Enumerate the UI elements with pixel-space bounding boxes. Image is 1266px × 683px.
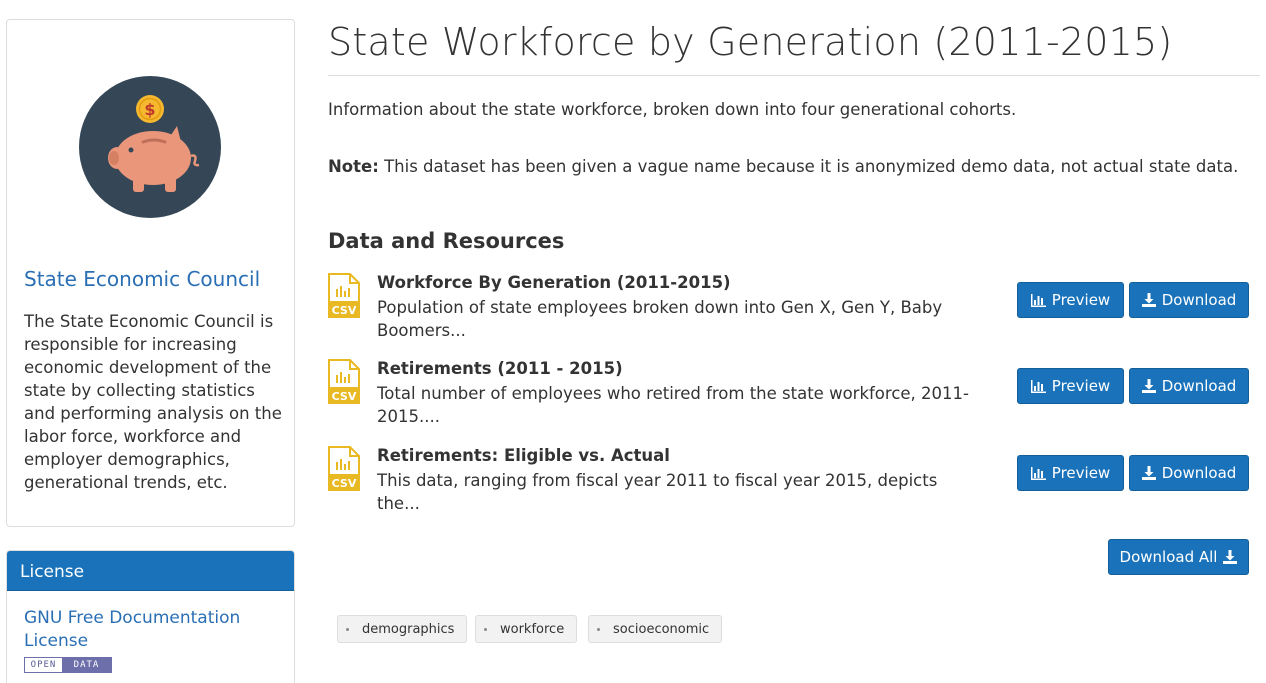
- download-icon: [1223, 550, 1238, 564]
- preview-button[interactable]: Preview: [1017, 282, 1124, 318]
- resource-title[interactable]: Retirements (2011 - 2015): [377, 359, 623, 378]
- tag-label: workforce: [500, 621, 565, 637]
- resources-heading: Data and Resources: [328, 229, 565, 253]
- resource-description: Total number of employees who retired fr…: [377, 384, 969, 426]
- bar-chart-icon: [1030, 466, 1046, 480]
- license-card: License GNU Free Documentation License O…: [6, 550, 295, 683]
- page-title: State Workforce by Generation (2011-2015…: [328, 20, 1173, 64]
- download-icon: [1141, 293, 1156, 307]
- organization-description: The State Economic Council is responsibl…: [24, 312, 282, 492]
- svg-text:$: $: [144, 100, 155, 119]
- resource-title[interactable]: Retirements: Eligible vs. Actual: [377, 446, 670, 465]
- resource-item: CSV Retirements: Eligible vs. Actual Thi…: [328, 446, 1258, 516]
- download-label: Download: [1161, 377, 1237, 395]
- open-data-badge-right: DATA: [62, 658, 111, 672]
- download-all-button[interactable]: Download All: [1108, 539, 1249, 575]
- csv-format-label: CSV: [332, 304, 357, 317]
- download-button[interactable]: Download: [1129, 368, 1249, 404]
- tag-dot-icon: [597, 628, 600, 631]
- csv-format-label: CSV: [332, 477, 357, 490]
- download-button[interactable]: Download: [1129, 455, 1249, 491]
- preview-button[interactable]: Preview: [1017, 368, 1124, 404]
- preview-label: Preview: [1051, 377, 1111, 395]
- organization-card: $ State Economic Council The State Econo…: [6, 19, 295, 527]
- dataset-note: Note: This dataset has been given a vagu…: [328, 157, 1238, 176]
- tag-socioeconomic[interactable]: socioeconomic: [588, 615, 723, 643]
- resource-description: Population of state employees broken dow…: [377, 298, 943, 340]
- bar-chart-icon: [1030, 293, 1046, 307]
- note-text: This dataset has been given a vague name…: [378, 157, 1239, 176]
- tag-dot-icon: [484, 628, 487, 631]
- preview-label: Preview: [1051, 291, 1111, 309]
- open-data-badge[interactable]: OPEN DATA: [24, 657, 112, 673]
- download-label: Download: [1161, 291, 1237, 309]
- resource-description: This data, ranging from fiscal year 2011…: [377, 471, 938, 513]
- license-link[interactable]: GNU Free Documentation License: [24, 608, 241, 651]
- csv-file-icon: CSV: [328, 273, 360, 318]
- download-icon: [1141, 466, 1156, 480]
- csv-file-icon: CSV: [328, 359, 360, 404]
- preview-label: Preview: [1051, 464, 1111, 482]
- bar-chart-icon: [1030, 379, 1046, 393]
- tag-label: socioeconomic: [613, 621, 710, 637]
- download-icon: [1141, 379, 1156, 393]
- tag-demographics[interactable]: demographics: [337, 615, 468, 643]
- tag-dot-icon: [346, 628, 349, 631]
- download-button[interactable]: Download: [1129, 282, 1249, 318]
- preview-button[interactable]: Preview: [1017, 455, 1124, 491]
- download-all-label: Download All: [1119, 548, 1218, 566]
- tag-label: demographics: [362, 621, 455, 637]
- csv-format-label: CSV: [332, 390, 357, 403]
- resource-item: CSV Workforce By Generation (2011-2015) …: [328, 273, 1258, 343]
- download-label: Download: [1161, 464, 1237, 482]
- dataset-intro: Information about the state workforce, b…: [328, 100, 1017, 119]
- note-label: Note:: [328, 157, 379, 176]
- open-data-badge-left: OPEN: [25, 658, 62, 672]
- piggy-bank-logo-icon: $: [79, 76, 221, 218]
- csv-file-icon: CSV: [328, 446, 360, 491]
- organization-name-link[interactable]: State Economic Council: [24, 267, 261, 291]
- license-heading: License: [7, 551, 294, 591]
- resource-title[interactable]: Workforce By Generation (2011-2015): [377, 273, 731, 292]
- resource-item: CSV Retirements (2011 - 2015) Total numb…: [328, 359, 1258, 429]
- title-divider: [328, 75, 1260, 76]
- tag-workforce[interactable]: workforce: [475, 615, 578, 643]
